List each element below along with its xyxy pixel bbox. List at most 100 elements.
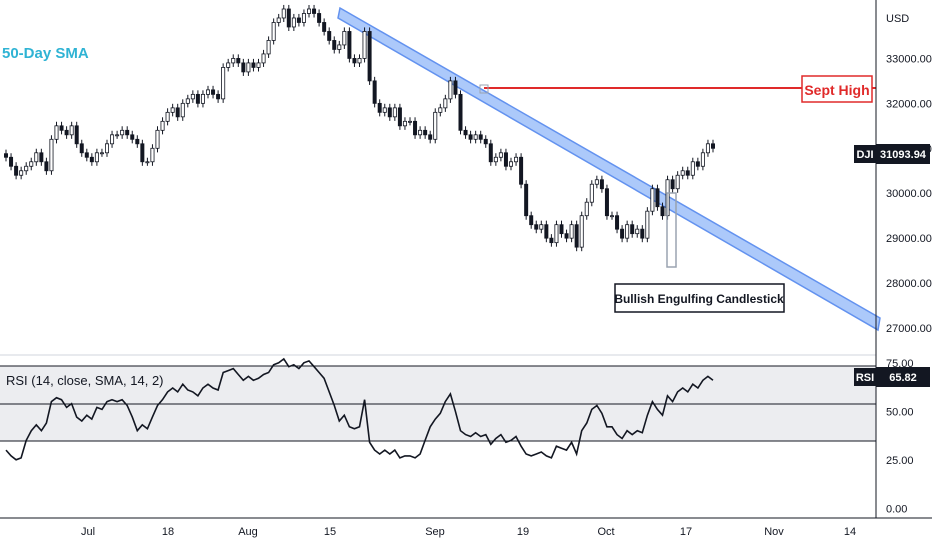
candle[interactable] bbox=[74, 125, 79, 145]
rsi-pane[interactable]: RSI (14, close, SMA, 14, 2) bbox=[0, 357, 876, 461]
candle[interactable] bbox=[317, 13, 322, 23]
candle[interactable] bbox=[195, 93, 200, 104]
candle[interactable] bbox=[584, 201, 589, 217]
candle[interactable] bbox=[347, 31, 352, 59]
candle[interactable] bbox=[24, 165, 29, 172]
candle[interactable] bbox=[700, 152, 705, 167]
candle[interactable] bbox=[286, 8, 291, 28]
candle[interactable] bbox=[493, 156, 498, 163]
candle[interactable] bbox=[483, 138, 488, 145]
candle[interactable] bbox=[635, 228, 640, 235]
candle[interactable] bbox=[276, 17, 281, 23]
candle[interactable] bbox=[610, 215, 615, 218]
descending-trendline-channel[interactable] bbox=[337, 6, 881, 332]
candle[interactable] bbox=[205, 89, 210, 95]
candle[interactable] bbox=[69, 125, 74, 136]
candle[interactable] bbox=[185, 98, 190, 104]
candle[interactable] bbox=[322, 22, 327, 32]
candle[interactable] bbox=[357, 58, 362, 64]
candle[interactable] bbox=[281, 8, 286, 19]
candle[interactable] bbox=[413, 120, 418, 136]
candle[interactable] bbox=[362, 31, 367, 59]
rsi-line[interactable] bbox=[5, 357, 714, 461]
candle[interactable] bbox=[564, 233, 569, 239]
candle[interactable] bbox=[448, 80, 453, 100]
candle[interactable] bbox=[155, 129, 160, 149]
candle[interactable] bbox=[135, 138, 140, 145]
candle[interactable] bbox=[625, 224, 630, 239]
candle[interactable] bbox=[221, 67, 226, 100]
candle[interactable] bbox=[44, 161, 49, 172]
candle[interactable] bbox=[145, 161, 150, 164]
candle[interactable] bbox=[711, 143, 716, 149]
candle[interactable] bbox=[256, 62, 261, 68]
candle[interactable] bbox=[392, 107, 397, 118]
candle[interactable] bbox=[660, 206, 665, 217]
candle[interactable] bbox=[478, 134, 483, 140]
candle[interactable] bbox=[407, 120, 412, 123]
candle[interactable] bbox=[529, 215, 534, 226]
candle[interactable] bbox=[423, 129, 428, 136]
candle[interactable] bbox=[236, 58, 241, 64]
candle[interactable] bbox=[615, 215, 620, 230]
candle[interactable] bbox=[226, 62, 231, 68]
candle[interactable] bbox=[180, 102, 185, 118]
candle[interactable] bbox=[9, 156, 14, 167]
candle[interactable] bbox=[241, 62, 246, 73]
candle[interactable] bbox=[428, 134, 433, 140]
candle[interactable] bbox=[705, 143, 710, 154]
candle[interactable] bbox=[463, 129, 468, 136]
candle[interactable] bbox=[120, 129, 125, 136]
candle[interactable] bbox=[599, 179, 604, 190]
candle[interactable] bbox=[675, 174, 680, 190]
candle[interactable] bbox=[59, 125, 64, 131]
candle[interactable] bbox=[554, 224, 559, 244]
candle[interactable] bbox=[690, 161, 695, 176]
candle[interactable] bbox=[332, 40, 337, 50]
candle[interactable] bbox=[327, 31, 332, 41]
candle[interactable] bbox=[544, 224, 549, 239]
candle[interactable] bbox=[130, 134, 135, 140]
candle[interactable] bbox=[534, 224, 539, 230]
candle[interactable] bbox=[559, 224, 564, 235]
candle[interactable] bbox=[312, 8, 317, 14]
candle[interactable] bbox=[488, 143, 493, 163]
candle[interactable] bbox=[19, 170, 24, 176]
candle[interactable] bbox=[438, 107, 443, 113]
candle[interactable] bbox=[519, 156, 524, 185]
candle[interactable] bbox=[211, 89, 216, 95]
candle[interactable] bbox=[468, 134, 473, 140]
candle[interactable] bbox=[125, 129, 130, 136]
candle[interactable] bbox=[569, 224, 574, 239]
candle[interactable] bbox=[443, 98, 448, 109]
candle[interactable] bbox=[14, 165, 19, 176]
candle[interactable] bbox=[372, 80, 377, 104]
candle[interactable] bbox=[301, 13, 306, 23]
candlesticks[interactable] bbox=[4, 4, 716, 252]
candle[interactable] bbox=[296, 17, 301, 23]
candle[interactable] bbox=[291, 17, 296, 28]
candle[interactable] bbox=[458, 93, 463, 131]
candle[interactable] bbox=[352, 58, 357, 64]
candle[interactable] bbox=[261, 53, 266, 64]
candle[interactable] bbox=[594, 179, 599, 185]
candle[interactable] bbox=[620, 228, 625, 239]
candle[interactable] bbox=[418, 129, 423, 136]
candle[interactable] bbox=[453, 80, 458, 95]
candle[interactable] bbox=[251, 62, 256, 68]
candle[interactable] bbox=[49, 138, 54, 172]
candle[interactable] bbox=[337, 44, 342, 50]
candle[interactable] bbox=[387, 107, 392, 118]
candle[interactable] bbox=[670, 179, 675, 190]
candle[interactable] bbox=[200, 93, 205, 104]
candle[interactable] bbox=[524, 183, 529, 217]
candle[interactable] bbox=[34, 152, 39, 163]
candle[interactable] bbox=[645, 210, 650, 239]
candle[interactable] bbox=[685, 170, 690, 176]
candle[interactable] bbox=[539, 224, 544, 230]
candle[interactable] bbox=[655, 188, 660, 208]
candle[interactable] bbox=[382, 107, 387, 113]
time-axis[interactable]: Jul 18 Aug 15 Sep 19 Oct 17 Nov 14 bbox=[0, 517, 932, 538]
candle[interactable] bbox=[589, 183, 594, 203]
